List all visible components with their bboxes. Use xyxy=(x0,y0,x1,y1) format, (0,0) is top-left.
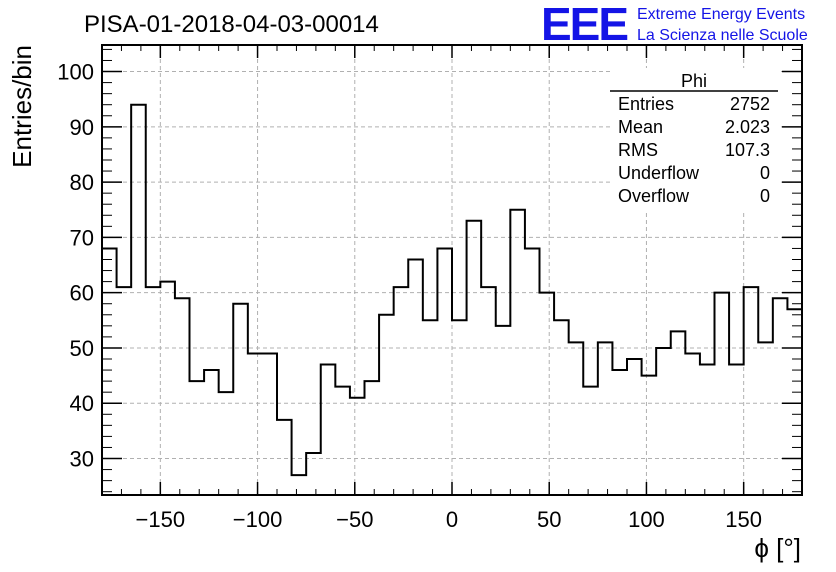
histogram-bin xyxy=(525,248,540,495)
stats-row-value: 0 xyxy=(760,186,770,206)
histogram-bin xyxy=(262,353,277,495)
histogram-bin xyxy=(627,359,642,495)
histogram-bin xyxy=(408,259,423,495)
stats-row-value: 2752 xyxy=(730,94,770,114)
histogram-bin xyxy=(394,287,409,495)
histogram-bin xyxy=(175,298,190,495)
histogram-bin xyxy=(248,353,263,495)
y-tick-label: 30 xyxy=(70,447,94,472)
x-tick-label: −150 xyxy=(136,507,186,532)
histogram-bin xyxy=(365,381,380,495)
histogram-bin xyxy=(292,475,307,495)
x-tick-label: 0 xyxy=(446,507,458,532)
stats-row-value: 2.023 xyxy=(725,117,770,137)
histogram-bin xyxy=(554,320,569,495)
histogram-bin xyxy=(612,370,627,495)
y-tick-label: 90 xyxy=(70,115,94,140)
histogram-bin xyxy=(452,320,467,495)
histogram-bin xyxy=(335,387,350,495)
stats-row-label: RMS xyxy=(618,140,658,160)
histogram-bin xyxy=(350,398,365,495)
histogram-bin xyxy=(306,453,321,495)
histogram-bin xyxy=(423,320,438,495)
histogram-bin xyxy=(656,348,671,495)
axis-ticks xyxy=(101,45,803,495)
histogram-bin xyxy=(146,287,161,495)
histogram-bin xyxy=(160,282,175,495)
histogram-bin xyxy=(481,287,496,495)
histogram-bin xyxy=(671,331,686,495)
histogram-bin xyxy=(744,287,759,495)
y-tick-label: 100 xyxy=(57,60,94,85)
histogram-bin xyxy=(321,365,336,495)
histogram-bin xyxy=(219,392,234,495)
histogram-bin xyxy=(685,353,700,495)
x-tick-label: −50 xyxy=(336,507,373,532)
histogram-bin xyxy=(131,105,146,495)
histogram-bin xyxy=(496,326,511,495)
histogram-bin xyxy=(437,248,452,495)
x-tick-label: 100 xyxy=(628,507,665,532)
y-tick-label: 50 xyxy=(70,336,94,361)
stats-row-label: Underflow xyxy=(618,163,700,183)
stats-box: Phi Entries 2752 Mean 2.023 RMS 107.3 Underflo… xyxy=(610,68,778,210)
histogram-bin xyxy=(233,304,248,495)
histogram-bin xyxy=(758,342,773,495)
x-tick-label: 150 xyxy=(725,507,762,532)
histogram-bin xyxy=(204,370,219,495)
y-tick-label: 60 xyxy=(70,281,94,306)
chart-title: PISA-01-2018-04-03-00014 xyxy=(84,11,379,38)
stats-row-label: Overflow xyxy=(618,186,690,206)
eee-logo: EEE Extreme Energy Events La Scienza nel… xyxy=(541,0,808,50)
stats-header: Phi xyxy=(681,71,707,91)
stats-row-value: 0 xyxy=(760,163,770,183)
histogram-bin xyxy=(583,387,598,495)
histogram-bin xyxy=(379,315,394,495)
histogram-bin xyxy=(700,365,715,495)
histogram-bin xyxy=(277,420,292,495)
histogram-bin xyxy=(715,293,730,495)
histogram-bin xyxy=(773,298,788,495)
x-tick-label: −100 xyxy=(233,507,283,532)
x-axis-label: ϕ [°] xyxy=(754,533,801,563)
histogram-bin xyxy=(540,293,555,495)
histogram-bin xyxy=(729,365,744,495)
histogram-bin xyxy=(598,342,613,495)
y-axis-label: Entries/bin xyxy=(7,45,37,168)
stats-row-value: 107.3 xyxy=(725,140,770,160)
logo-line1: Extreme Energy Events xyxy=(637,6,805,23)
histogram-bin xyxy=(467,221,482,495)
tick-labels: −150 −100 −50 0 50 100 150 30 40 50 60 70 80 90 100 xyxy=(57,60,762,532)
stats-row-label: Entries xyxy=(618,94,674,114)
histogram-bars xyxy=(102,103,803,495)
histogram-bin xyxy=(510,210,525,495)
logo-line2: La Scienza nelle Scuole xyxy=(637,27,808,44)
stats-row-label: Mean xyxy=(618,117,663,137)
x-tick-label: 50 xyxy=(537,507,561,532)
y-tick-label: 70 xyxy=(70,225,94,250)
histogram-bin xyxy=(569,342,584,495)
histogram-outline xyxy=(102,103,803,477)
histogram-bin xyxy=(642,376,657,495)
y-tick-label: 80 xyxy=(70,170,94,195)
logo-mark: EEE xyxy=(541,0,627,50)
histogram-bin xyxy=(190,381,205,495)
histogram-bin xyxy=(117,287,132,495)
y-tick-label: 40 xyxy=(70,391,94,416)
